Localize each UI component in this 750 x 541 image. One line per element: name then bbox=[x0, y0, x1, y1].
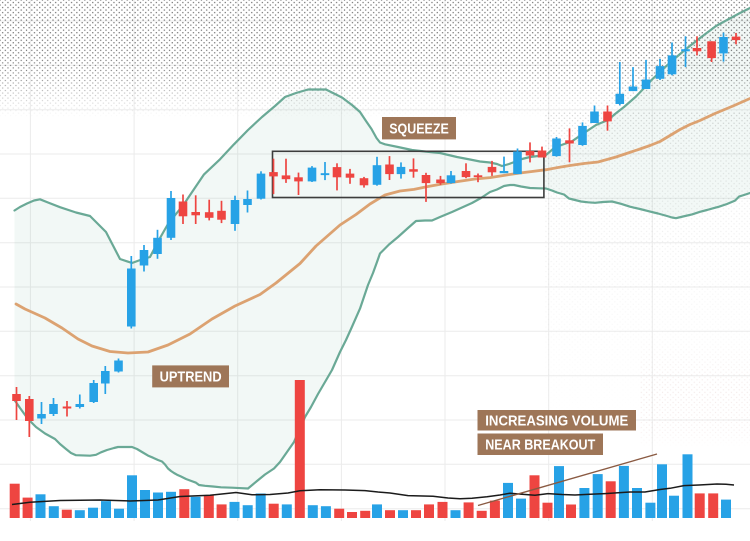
svg-text:INCREASING VOLUME: INCREASING VOLUME bbox=[485, 412, 628, 429]
svg-text:SQUEEZE: SQUEEZE bbox=[389, 120, 449, 137]
svg-text:NEAR BREAKOUT: NEAR BREAKOUT bbox=[485, 436, 595, 453]
svg-text:UPTREND: UPTREND bbox=[160, 369, 222, 386]
